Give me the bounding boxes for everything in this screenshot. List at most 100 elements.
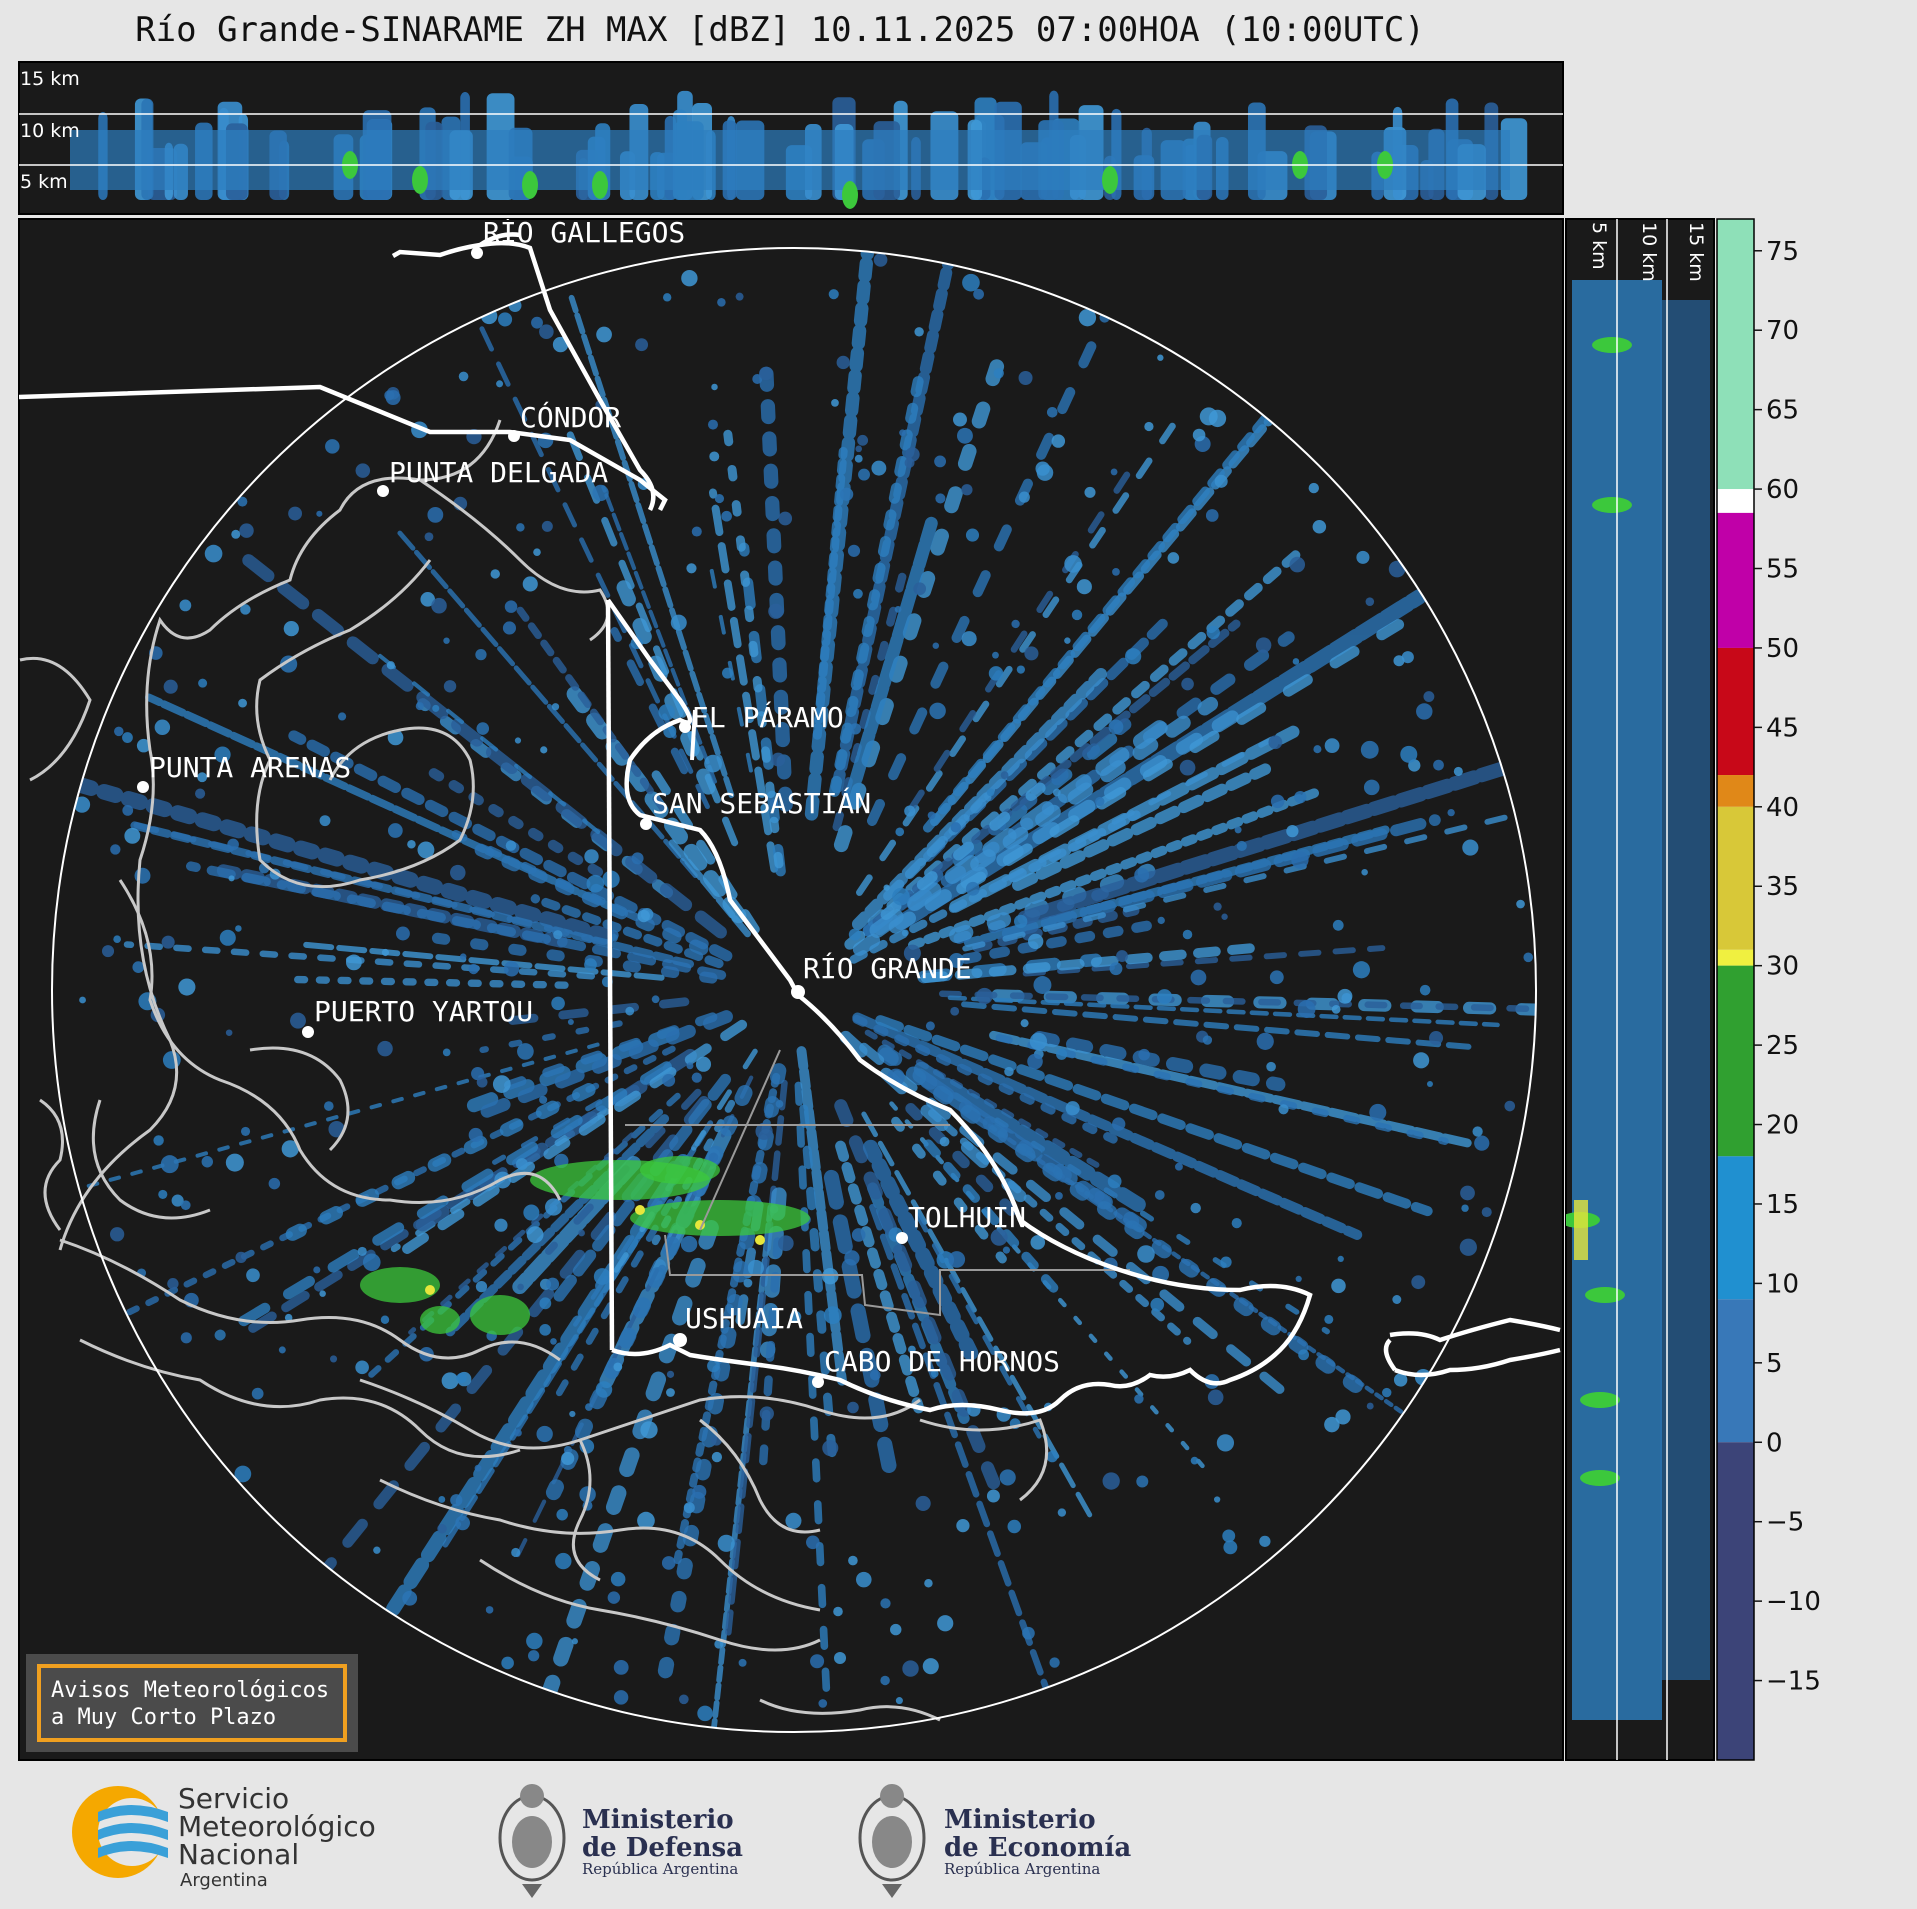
radar-echo-cell xyxy=(708,1152,719,1163)
radar-echo-cell xyxy=(458,371,469,382)
radar-echo-cell xyxy=(840,487,854,501)
colorbar-tick-label: 60 xyxy=(1766,475,1799,505)
radar-echo-cell xyxy=(377,1040,393,1057)
radar-echo-cell xyxy=(234,1465,252,1483)
radar-echo-cell xyxy=(948,1251,966,1268)
radar-echo-cell xyxy=(759,366,773,381)
chart-title: Río Grande-SINARAME ZH MAX [dBZ] 10.11.2… xyxy=(135,10,1425,50)
radar-echo-cell xyxy=(1157,354,1164,361)
radar-echo-cell xyxy=(515,1158,528,1171)
radar-echo-streak xyxy=(246,1064,673,1334)
radar-echo-cell xyxy=(836,355,850,370)
radar-echo-cell xyxy=(844,1250,860,1266)
radar-echo-streak xyxy=(920,942,1270,983)
city-label-san-sebastian: SAN SEBASTIÁN xyxy=(652,786,871,820)
radar-echo-cell xyxy=(686,1062,694,1070)
radar-echo-cell xyxy=(329,1355,338,1363)
defensa-logo-line2: de Defensa xyxy=(582,1833,743,1863)
radar-echo-cell xyxy=(962,273,980,292)
city-marker-puerto-yartou xyxy=(302,1026,314,1038)
top-echo-band xyxy=(70,130,1510,190)
radar-echo-streak xyxy=(960,920,1153,964)
top-height-label-15km: 15 km xyxy=(20,68,80,90)
radar-echo-cell xyxy=(662,1073,676,1087)
radar-echo-cell xyxy=(1337,1255,1344,1263)
radar-echo-cell xyxy=(1268,735,1283,750)
colorbar-tick-label: 30 xyxy=(1766,952,1799,982)
radar-echo-cell xyxy=(586,874,605,893)
city-marker-rio-grande xyxy=(791,985,805,999)
radar-echo-streak xyxy=(236,549,727,939)
radar-echo-streak xyxy=(962,807,1536,952)
radar-echo-cell xyxy=(1308,482,1319,494)
radar-echo-cell xyxy=(704,754,722,773)
radar-echo-cell xyxy=(848,928,861,941)
notice-line-2: a Muy Corto Plazo xyxy=(51,1705,276,1730)
radar-echo-cell xyxy=(1459,1238,1477,1256)
radar-echo-cell xyxy=(101,945,115,958)
radar-echo-cell xyxy=(442,1048,451,1057)
radar-echo-cell xyxy=(613,1362,623,1372)
radar-echo-cell xyxy=(1182,929,1193,940)
radar-echo-cell xyxy=(873,253,888,267)
radar-echo-cell xyxy=(738,1658,747,1667)
radar-echo-cell xyxy=(450,864,466,881)
radar-echo-cell xyxy=(1109,962,1123,976)
radar-echo-cell xyxy=(475,649,487,661)
radar-echo-cell xyxy=(468,1127,483,1143)
radar-echo-cell xyxy=(895,827,905,837)
radar-echo-cell xyxy=(1516,899,1525,909)
radar-echo-cell xyxy=(1002,1246,1010,1254)
radar-echo-cell xyxy=(1324,738,1340,754)
radar-echo-cell xyxy=(476,722,490,735)
radar-echo-streak xyxy=(852,1014,1118,1144)
colorbar-tick-label: 55 xyxy=(1766,555,1799,585)
top-cross-section-panel: 15 km 10 km 5 km xyxy=(18,61,1564,215)
radar-echo-cell xyxy=(161,935,175,949)
side-height-label-5km: 5 km xyxy=(1588,222,1610,270)
radar-echo-cell xyxy=(1004,1066,1014,1077)
radar-echo-cell xyxy=(1138,1048,1150,1061)
radar-echo-streak xyxy=(360,1153,691,1656)
radar-echo-cell xyxy=(540,746,548,754)
radar-echo-cell xyxy=(1298,1349,1310,1361)
economia-coat-of-arms-icon xyxy=(858,1784,926,1898)
radar-echo-cell xyxy=(1150,1297,1165,1312)
radar-echo-streak xyxy=(872,619,1241,926)
radar-echo-cell xyxy=(571,1638,578,1645)
side-height-label-15km: 15 km xyxy=(1685,222,1707,282)
radar-echo-cell xyxy=(110,844,121,855)
smn-logo: Servicio Meteorológico Nacional Argentin… xyxy=(72,1782,376,1891)
radar-echo-streak xyxy=(883,783,1001,901)
radar-echo-cell xyxy=(355,1360,369,1375)
radar-echo-cell xyxy=(551,703,560,711)
radar-echo-cell xyxy=(1108,719,1124,735)
radar-echo-cell xyxy=(1416,703,1433,720)
radar-echo-cell xyxy=(381,948,390,957)
radar-echo-cell xyxy=(485,1606,494,1614)
radar-echo-streak xyxy=(928,1109,1192,1345)
radar-echo-streak xyxy=(891,1116,1007,1264)
colorbar-tick-label: 20 xyxy=(1766,1111,1799,1141)
radar-echo-cell xyxy=(709,451,720,462)
radar-echo-cell xyxy=(1481,1207,1492,1218)
range-ring xyxy=(51,247,1537,1733)
radar-echo-streak xyxy=(70,1042,600,1193)
colorbar-band-3 xyxy=(1717,647,1754,776)
radar-echo-cell xyxy=(1213,1496,1221,1503)
radar-echo-cell xyxy=(949,952,965,968)
radar-echo-cell xyxy=(692,1484,707,1499)
radar-echo-cell xyxy=(1335,1409,1351,1425)
radar-echo-cell xyxy=(666,1388,675,1397)
radar-echo-cell xyxy=(1292,658,1300,665)
radar-echo-cell xyxy=(132,961,145,973)
economia-logo: Ministerio de Economía República Argenti… xyxy=(858,1784,1131,1898)
city-marker-el-paramo xyxy=(679,721,691,733)
radar-echo-cell xyxy=(407,839,416,849)
radar-echo-cell xyxy=(651,995,660,1004)
defensa-logo-line1: Ministerio xyxy=(582,1805,734,1835)
radar-echo-cell xyxy=(785,1512,802,1529)
colorbar-band-9 xyxy=(1717,1299,1754,1443)
radar-echo-streak xyxy=(757,1237,782,1483)
